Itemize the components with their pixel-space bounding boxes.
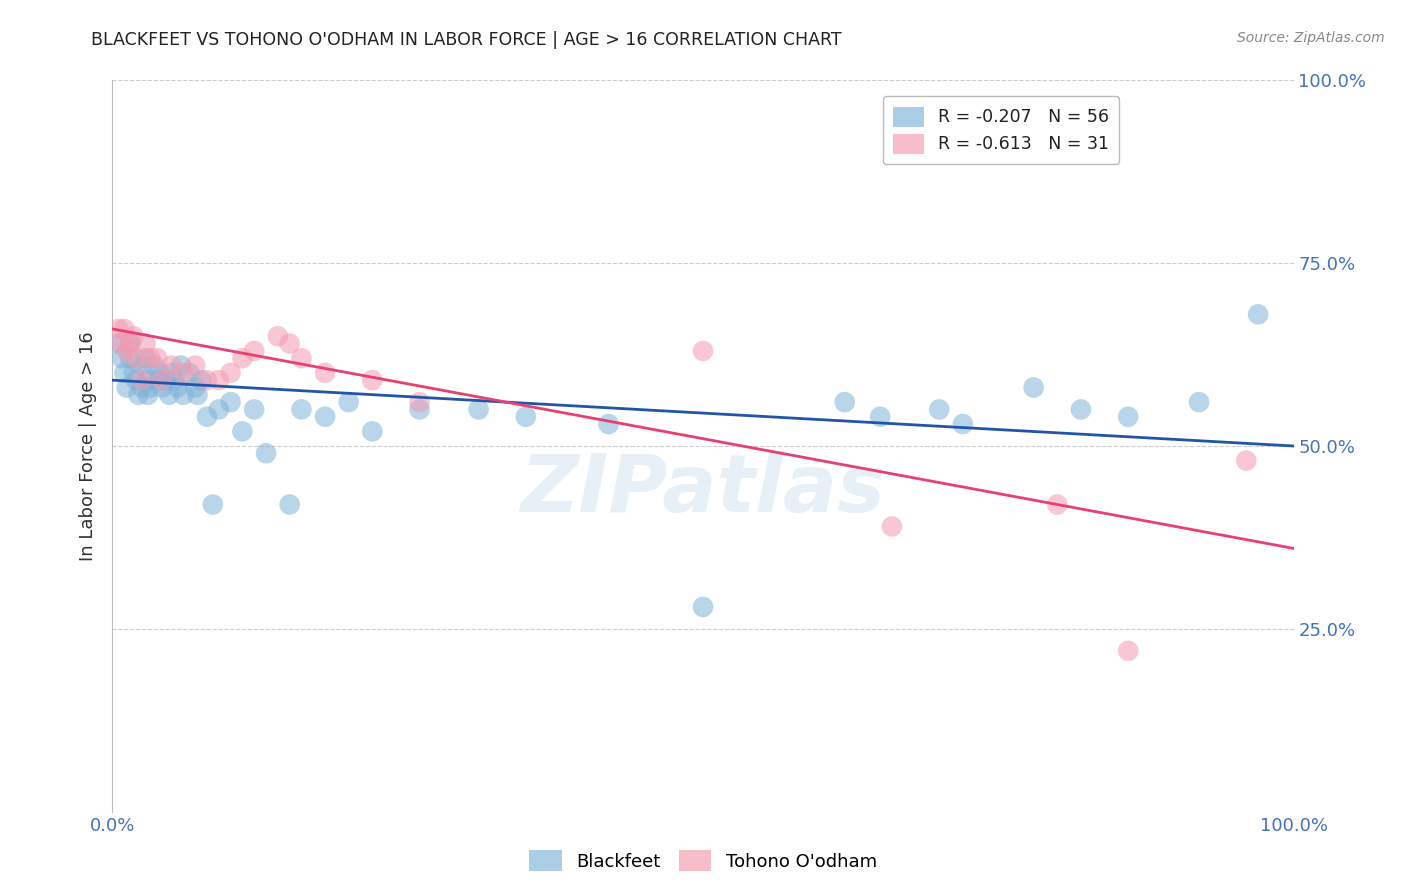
Point: [160, 366, 183, 380]
Point: [146, 351, 169, 366]
Point: [219, 366, 242, 380]
Point: [267, 329, 290, 343]
Point: [107, 336, 129, 351]
Point: [219, 395, 242, 409]
Point: [278, 498, 301, 512]
Point: [337, 395, 360, 409]
Point: [254, 446, 277, 460]
Point: [163, 373, 186, 387]
Point: [186, 388, 208, 402]
Point: [692, 343, 714, 358]
Point: [1116, 409, 1139, 424]
Point: [243, 402, 266, 417]
Point: [120, 351, 142, 366]
Point: [361, 425, 384, 439]
Point: [208, 402, 231, 417]
Point: [142, 359, 165, 373]
Point: [136, 373, 159, 387]
Point: [170, 359, 193, 373]
Point: [120, 336, 142, 351]
Point: [160, 359, 183, 373]
Point: [290, 351, 312, 366]
Point: [131, 373, 153, 387]
Point: [172, 366, 194, 380]
Point: [125, 351, 148, 366]
Point: [467, 402, 489, 417]
Point: [290, 402, 312, 417]
Point: [1234, 453, 1257, 467]
Point: [278, 336, 301, 351]
Point: [112, 366, 135, 380]
Point: [111, 351, 134, 366]
Point: [314, 366, 336, 380]
Point: [166, 380, 188, 394]
Point: [231, 351, 253, 366]
Point: [408, 402, 430, 417]
Point: [1247, 307, 1270, 321]
Point: [125, 373, 148, 387]
Point: [598, 417, 620, 431]
Point: [201, 498, 224, 512]
Point: [139, 351, 162, 366]
Text: BLACKFEET VS TOHONO O'ODHAM IN LABOR FORCE | AGE > 16 CORRELATION CHART: BLACKFEET VS TOHONO O'ODHAM IN LABOR FOR…: [91, 31, 842, 49]
Point: [112, 322, 135, 336]
Point: [869, 409, 891, 424]
Point: [1070, 402, 1092, 417]
Point: [139, 380, 162, 394]
Y-axis label: In Labor Force | Age > 16: In Labor Force | Age > 16: [79, 331, 97, 561]
Point: [172, 388, 194, 402]
Point: [150, 380, 173, 394]
Point: [135, 336, 157, 351]
Point: [122, 329, 145, 343]
Point: [243, 343, 266, 358]
Text: ZIPatlas: ZIPatlas: [520, 450, 886, 529]
Point: [1022, 380, 1045, 394]
Point: [136, 388, 159, 402]
Point: [184, 380, 207, 394]
Point: [150, 373, 173, 387]
Point: [115, 380, 138, 394]
Point: [314, 409, 336, 424]
Point: [692, 599, 714, 614]
Point: [1116, 644, 1139, 658]
Point: [952, 417, 974, 431]
Point: [195, 373, 218, 387]
Point: [231, 425, 253, 439]
Point: [155, 373, 177, 387]
Point: [1046, 498, 1069, 512]
Point: [1188, 395, 1211, 409]
Point: [131, 380, 153, 394]
Point: [179, 366, 201, 380]
Point: [107, 322, 129, 336]
Point: [928, 402, 950, 417]
Legend: R = -0.207   N = 56, R = -0.613   N = 31: R = -0.207 N = 56, R = -0.613 N = 31: [883, 96, 1119, 164]
Point: [834, 395, 856, 409]
Point: [115, 343, 138, 358]
Point: [149, 366, 172, 380]
Point: [880, 519, 903, 533]
Point: [190, 373, 212, 387]
Point: [515, 409, 537, 424]
Point: [120, 336, 142, 351]
Point: [157, 388, 180, 402]
Legend: Blackfeet, Tohono O'odham: Blackfeet, Tohono O'odham: [522, 843, 884, 879]
Point: [131, 359, 153, 373]
Text: Source: ZipAtlas.com: Source: ZipAtlas.com: [1237, 31, 1385, 45]
Point: [361, 373, 384, 387]
Point: [184, 359, 207, 373]
Point: [111, 336, 134, 351]
Point: [408, 395, 430, 409]
Point: [146, 373, 169, 387]
Point: [195, 409, 218, 424]
Point: [122, 366, 145, 380]
Point: [135, 351, 157, 366]
Point: [208, 373, 231, 387]
Point: [127, 388, 149, 402]
